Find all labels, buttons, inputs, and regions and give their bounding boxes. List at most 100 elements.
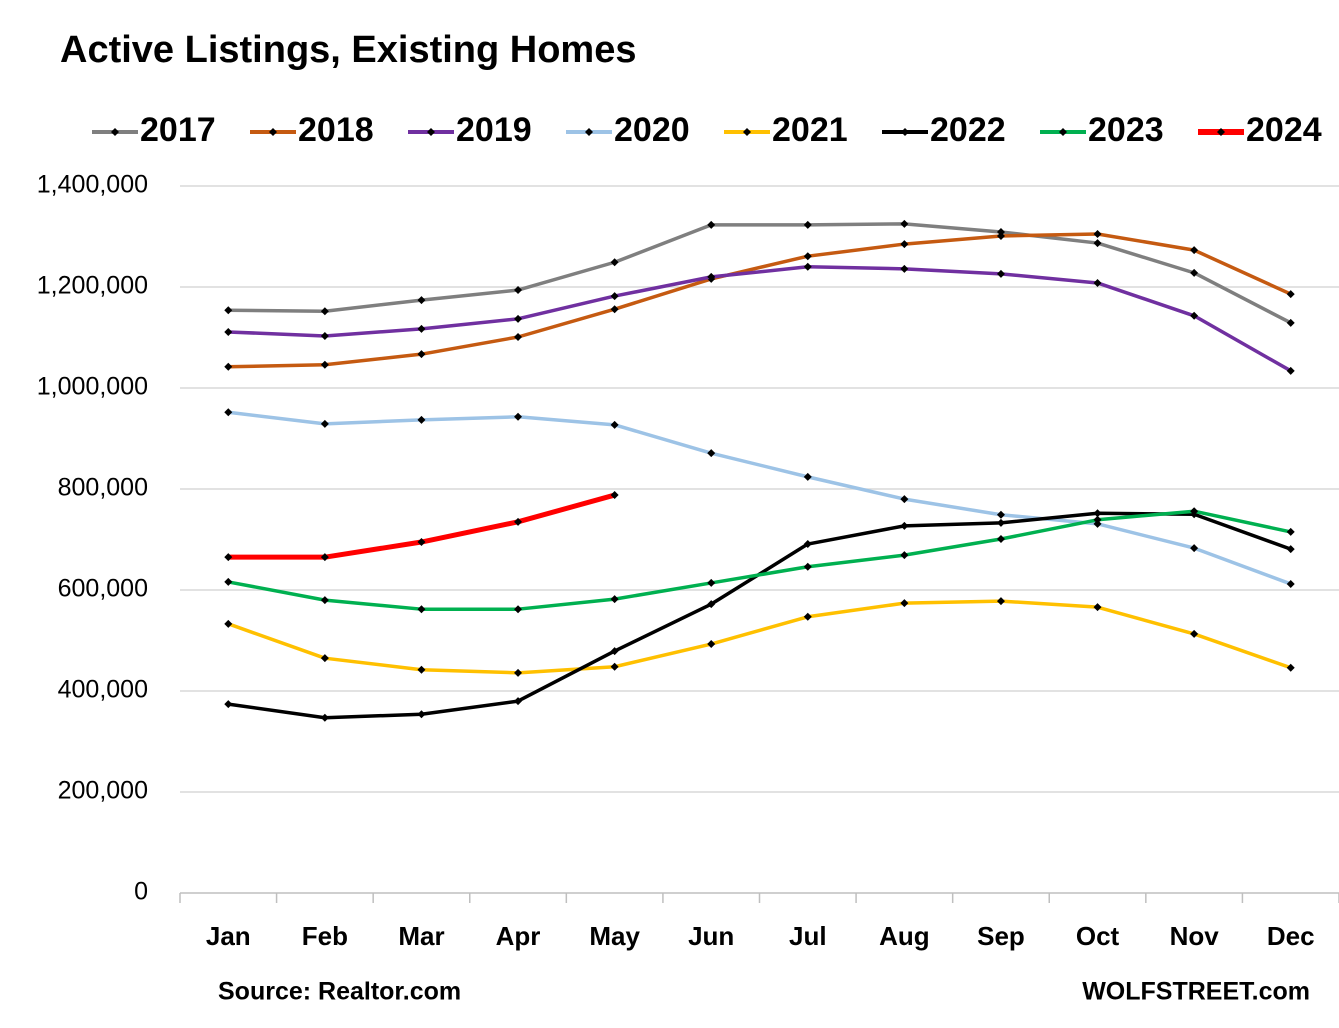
point: [1190, 246, 1199, 255]
legend-marker: [111, 128, 119, 136]
legend-marker: [585, 128, 593, 136]
legend-label: 2024: [1246, 111, 1322, 149]
point: [1286, 663, 1295, 672]
legend-marker: [901, 128, 909, 136]
point: [707, 272, 716, 281]
point: [1286, 545, 1295, 554]
point: [514, 314, 523, 323]
point: [803, 252, 812, 261]
point: [320, 654, 329, 663]
point: [900, 240, 909, 249]
series-line: [227, 599, 1292, 675]
point: [803, 562, 812, 571]
point: [1093, 278, 1102, 287]
y-tick-label: 1,000,000: [37, 373, 148, 401]
x-tick-label: Dec: [1267, 921, 1315, 951]
chart-title: Active Listings, Existing Homes: [60, 29, 636, 71]
point: [320, 713, 329, 722]
point: [1093, 515, 1102, 524]
y-tick-label: 200,000: [58, 777, 148, 805]
y-tick-label: 800,000: [58, 474, 148, 502]
point: [514, 412, 523, 421]
point: [803, 262, 812, 271]
point: [224, 408, 233, 417]
point: [514, 605, 523, 614]
point: [320, 331, 329, 340]
point: [320, 307, 329, 316]
point: [803, 540, 812, 549]
point: [900, 551, 909, 560]
point: [320, 419, 329, 428]
x-tick-label: Jan: [206, 921, 251, 951]
point: [707, 600, 716, 609]
point: [224, 327, 233, 336]
point: [417, 296, 426, 305]
point: [610, 491, 619, 500]
point: [224, 577, 233, 586]
point: [320, 553, 329, 562]
point: [996, 597, 1005, 606]
point: [1286, 318, 1295, 327]
point: [707, 449, 716, 458]
point: [803, 612, 812, 621]
point: [707, 578, 716, 587]
point: [224, 362, 233, 371]
point: [707, 220, 716, 229]
series-line: [228, 492, 616, 560]
point: [514, 332, 523, 341]
x-tick-label: Jul: [789, 921, 827, 951]
point: [1190, 507, 1199, 516]
legend-marker: [427, 128, 435, 136]
point: [900, 521, 909, 530]
legend-label: 2023: [1088, 111, 1164, 149]
credit: WOLFSTREET.com: [1082, 978, 1310, 1006]
point: [417, 415, 426, 424]
x-tick-label: Aug: [879, 921, 930, 951]
point: [417, 665, 426, 674]
point: [1093, 603, 1102, 612]
x-tick-label: Oct: [1076, 921, 1120, 951]
legend-label: 2018: [298, 111, 374, 149]
point: [803, 220, 812, 229]
y-tick-label: 0: [134, 878, 148, 906]
point: [417, 350, 426, 359]
x-tick-label: May: [589, 921, 640, 951]
point: [1190, 629, 1199, 638]
point: [1093, 239, 1102, 248]
point: [224, 306, 233, 315]
point: [610, 420, 619, 429]
point: [320, 596, 329, 605]
point: [1286, 579, 1295, 588]
point: [417, 710, 426, 719]
point: [996, 534, 1005, 543]
point: [224, 700, 233, 709]
series-line: [228, 410, 1292, 586]
point: [996, 510, 1005, 519]
legend-marker: [743, 128, 751, 136]
point: [610, 292, 619, 301]
point: [514, 517, 523, 526]
series-line: [228, 222, 1292, 325]
point: [224, 619, 233, 628]
legend-marker: [1059, 128, 1067, 136]
y-tick-label: 1,200,000: [37, 272, 148, 300]
point: [1286, 366, 1295, 375]
x-tick-label: Apr: [496, 921, 541, 951]
series-line: [227, 509, 1292, 611]
legend-marker: [1217, 128, 1225, 136]
point: [996, 269, 1005, 278]
point: [514, 286, 523, 295]
point: [1093, 509, 1102, 518]
point: [900, 599, 909, 608]
x-tick-label: Feb: [302, 921, 348, 951]
legend-label: 2017: [140, 111, 216, 149]
point: [224, 553, 233, 562]
legend-label: 2022: [930, 111, 1006, 149]
x-tick-label: Nov: [1170, 921, 1220, 951]
point: [996, 518, 1005, 527]
legend-label: 2020: [614, 111, 690, 149]
x-tick-label: Mar: [398, 921, 444, 951]
point: [610, 258, 619, 267]
y-tick-label: 600,000: [58, 575, 148, 603]
